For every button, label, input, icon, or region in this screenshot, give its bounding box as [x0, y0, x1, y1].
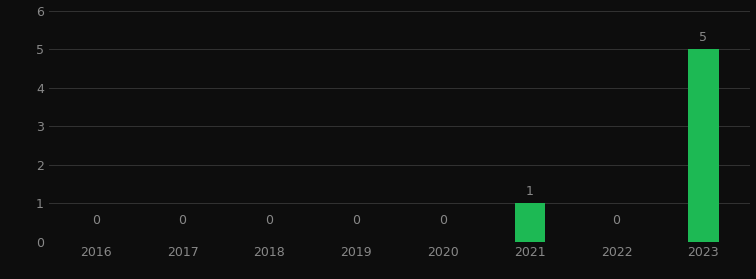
Text: 0: 0	[91, 214, 100, 227]
Text: 0: 0	[352, 214, 360, 227]
Text: 0: 0	[612, 214, 621, 227]
Bar	[688, 49, 718, 242]
Text: 0: 0	[178, 214, 187, 227]
Text: 5: 5	[699, 32, 708, 44]
Text: 1: 1	[526, 186, 534, 198]
Text: 0: 0	[439, 214, 447, 227]
Bar	[515, 203, 545, 242]
Text: 0: 0	[265, 214, 274, 227]
